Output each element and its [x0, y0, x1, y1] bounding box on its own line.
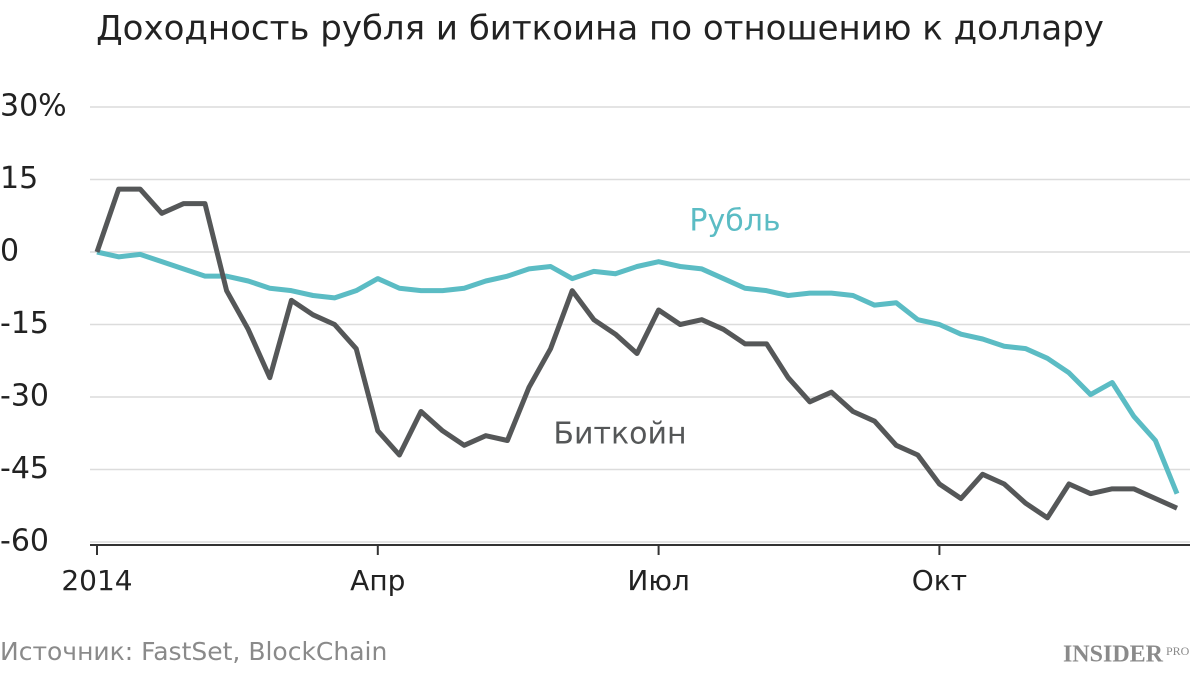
y-tick-label: -60	[0, 524, 49, 559]
y-tick-label: 30%	[0, 89, 67, 124]
y-tick-label: 15	[0, 161, 38, 196]
x-tick-label: Окт	[912, 564, 967, 597]
series-line	[96, 249, 1180, 495]
x-tick-label: 2014	[61, 564, 132, 597]
series-line	[94, 186, 1179, 521]
y-tick-label: -30	[0, 379, 49, 414]
y-tick-label: -45	[0, 451, 49, 486]
y-tick-label: 0	[0, 234, 19, 269]
x-tick-label: Апр	[350, 564, 405, 597]
x-tick-label: Июл	[627, 564, 689, 597]
logo: INSIDER	[1063, 642, 1164, 668]
logo-suffix: PRO	[1166, 644, 1190, 658]
chart-title: Доходность рубля и биткоина по отношению…	[96, 9, 1104, 49]
source: Источник: FastSet, BlockChain	[0, 637, 387, 666]
series-label: Биткойн	[553, 417, 686, 452]
series-label: Рубль	[689, 204, 780, 239]
y-tick-label: -15	[0, 306, 49, 341]
